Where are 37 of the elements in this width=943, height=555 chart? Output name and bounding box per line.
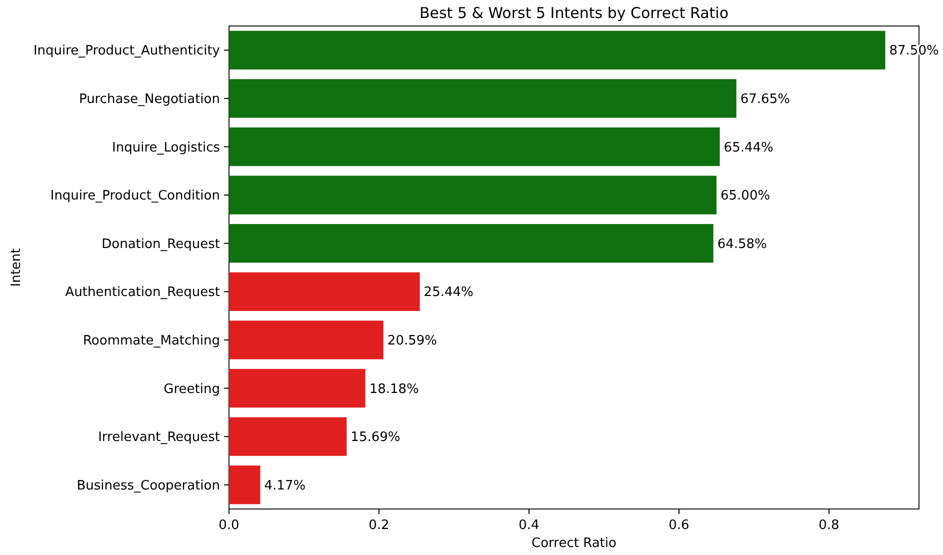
data-label: 67.65% bbox=[740, 92, 790, 107]
y-tick-label: Purchase_Negotiation bbox=[78, 92, 220, 107]
y-tick-label: Inquire_Product_Condition bbox=[50, 188, 220, 204]
data-label: 15.69% bbox=[350, 430, 400, 446]
bar bbox=[229, 176, 716, 214]
chart-title: Best 5 & Worst 5 Intents by Correct Ratio bbox=[419, 4, 729, 22]
y-tick-label: Greeting bbox=[164, 382, 220, 397]
y-axis-title: Intent bbox=[9, 248, 24, 287]
x-tick-label: 0.6 bbox=[668, 518, 690, 533]
data-label: 18.18% bbox=[369, 382, 419, 397]
y-tick-label: Authentication_Request bbox=[65, 285, 220, 300]
bar bbox=[229, 224, 714, 263]
y-tick-label: Roommate_Matching bbox=[82, 334, 220, 348]
data-label: 65.00% bbox=[720, 188, 770, 204]
bar bbox=[229, 272, 420, 311]
y-tick-label: Donation_Request bbox=[102, 236, 220, 252]
data-label: 4.17% bbox=[264, 478, 306, 494]
data-label: 20.59% bbox=[387, 334, 438, 348]
bar bbox=[229, 79, 736, 118]
y-tick-label: Irrelevant_Request bbox=[98, 430, 220, 446]
bar bbox=[229, 127, 720, 166]
x-tick-label: 0.2 bbox=[368, 518, 390, 533]
bar bbox=[229, 417, 347, 456]
x-tick-label: 0.8 bbox=[818, 518, 840, 533]
bar bbox=[229, 320, 384, 360]
y-tick-label: Business_Cooperation bbox=[76, 478, 220, 494]
data-label: 25.44% bbox=[424, 285, 474, 300]
x-axis-title: Correct Ratio bbox=[532, 536, 617, 551]
y-tick-label: Inquire_Logistics bbox=[112, 140, 220, 156]
x-tick-label: 0.4 bbox=[518, 518, 540, 533]
y-tick-label: Inquire_Product_Authenticity bbox=[33, 44, 220, 59]
x-tick-label: 0.0 bbox=[218, 518, 240, 533]
bar bbox=[229, 368, 366, 408]
bar bbox=[229, 30, 886, 70]
data-label: 65.44% bbox=[724, 140, 774, 156]
data-label: 64.58% bbox=[717, 236, 767, 252]
bar bbox=[229, 466, 260, 504]
